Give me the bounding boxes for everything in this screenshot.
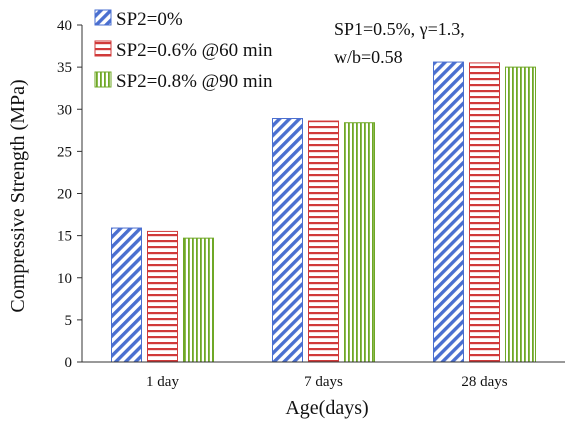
y-tick-label: 30 bbox=[57, 102, 72, 118]
annotation-line-2: w/b=0.58 bbox=[334, 47, 403, 67]
legend-swatch bbox=[94, 9, 112, 26]
bar bbox=[344, 122, 375, 363]
y-tick-label: 25 bbox=[57, 144, 72, 160]
bar bbox=[469, 62, 500, 363]
bars bbox=[111, 61, 536, 363]
x-axis-title: Age(days) bbox=[285, 397, 368, 419]
bar bbox=[183, 237, 214, 363]
annotation-line-1: SP1=0.5%, γ=1.3, bbox=[334, 19, 465, 39]
y-tick-label: 10 bbox=[57, 271, 72, 287]
x-category-label: 28 days bbox=[461, 374, 507, 390]
y-tick-label: 40 bbox=[57, 18, 72, 34]
legend-swatch bbox=[94, 71, 112, 88]
x-category-label: 1 day bbox=[146, 374, 179, 390]
legend-label: SP2=0.8% @90 min bbox=[116, 71, 273, 92]
y-axis-title: Compressive Strength (MPa) bbox=[7, 79, 29, 312]
x-category-label: 7 days bbox=[304, 374, 343, 390]
legend-swatch bbox=[94, 40, 112, 57]
bar bbox=[272, 118, 303, 363]
bar bbox=[505, 66, 536, 363]
y-tick-label: 20 bbox=[57, 187, 72, 203]
y-tick-label: 35 bbox=[57, 60, 72, 76]
y-axis: 0 5 10 15 20 25 30 35 40 bbox=[57, 18, 83, 371]
y-tick-label: 0 bbox=[65, 355, 73, 371]
x-axis: 1 day 7 days 28 days bbox=[82, 361, 565, 390]
bar bbox=[433, 61, 464, 363]
legend-label: SP2=0.6% @60 min bbox=[116, 40, 273, 61]
bar bbox=[147, 230, 178, 363]
legend-label: SP2=0% bbox=[116, 9, 183, 30]
y-tick-label: 15 bbox=[57, 229, 72, 245]
bar bbox=[111, 227, 142, 363]
bar bbox=[308, 120, 339, 363]
y-tick-label: 5 bbox=[65, 313, 73, 329]
legend: SP2=0% SP2=0.6% @60 min SP2=0.8% @90 min bbox=[94, 9, 273, 92]
